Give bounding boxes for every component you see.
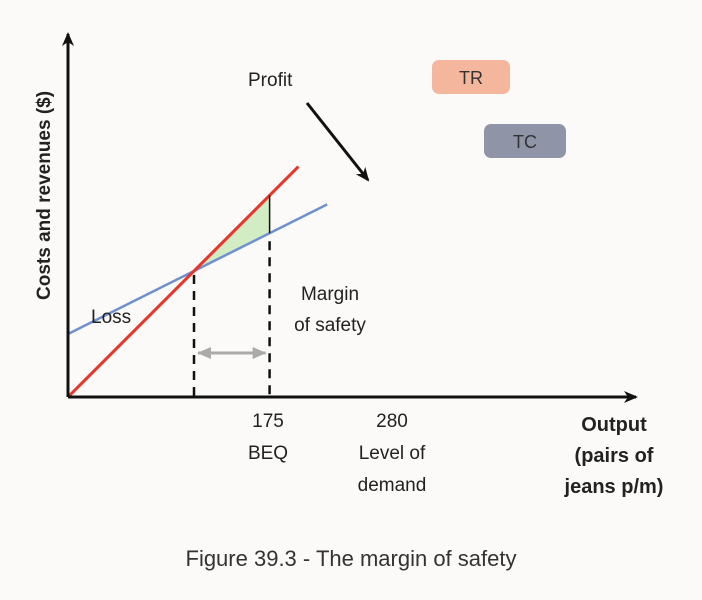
x-tick-175: 175 BEQ	[248, 411, 288, 464]
x-tick-175-line2: BEQ	[248, 443, 288, 464]
margin-label-line2: of safety	[294, 315, 366, 336]
x-tick-280-line1: 280	[376, 411, 408, 432]
margin-of-safety-chart: Costs and revenues ($) Profit Loss Margi…	[34, 32, 664, 498]
x-axis-label-line2: (pairs of	[575, 445, 654, 467]
legend-tr-text: TR	[459, 68, 483, 88]
legend-tr-box	[432, 60, 510, 94]
x-tick-280-line3: demand	[358, 475, 427, 496]
legend-tc: TC	[484, 124, 566, 158]
x-tick-175-line1: 175	[252, 411, 284, 432]
x-tick-280: 280 Level of demand	[358, 411, 427, 496]
legend-tc-text: TC	[513, 132, 537, 152]
loss-label: Loss	[91, 307, 131, 328]
tr-line	[66, 165, 300, 399]
profit-pointer-arrow	[305, 102, 370, 182]
y-axis-label: Costs and revenues ($)	[34, 91, 55, 300]
x-tick-280-line2: Level of	[359, 443, 426, 464]
margin-label-line1: Margin	[301, 284, 359, 305]
figure-caption: Figure 39.3 - The margin of safety	[185, 546, 517, 571]
x-axis-label-line1: Output	[581, 414, 647, 436]
legend-tr: TR	[432, 60, 510, 94]
legend-tc-box	[484, 124, 566, 158]
x-axis-label-line3: jeans p/m)	[564, 476, 664, 498]
profit-label: Profit	[248, 70, 293, 91]
